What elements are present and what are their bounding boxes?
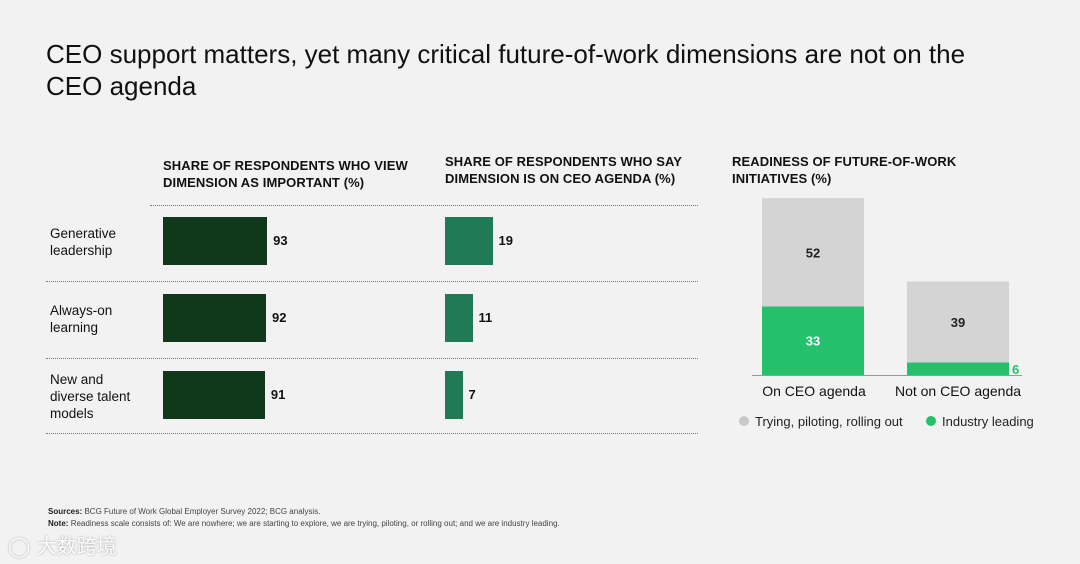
row-label-generative-leadership: Generative leadership — [50, 226, 117, 258]
legend-swatch-trying — [739, 416, 749, 426]
important-value-label: 93 — [273, 233, 288, 248]
industry-leading-value-label: 33 — [806, 334, 820, 349]
important-value-label: 92 — [272, 310, 287, 325]
row-separator — [46, 433, 698, 434]
ceo-agenda-value-label: 19 — [498, 233, 513, 248]
legend-label-trying: Trying, piloting, rolling out — [755, 414, 903, 429]
row-separator — [46, 281, 698, 282]
ceo-agenda-bar — [445, 371, 463, 419]
trying-segment — [907, 281, 1009, 363]
industry-leading-segment — [762, 306, 864, 375]
industry-leading-segment — [907, 362, 1009, 375]
row-separator — [150, 205, 698, 206]
footer-sources: Sources: BCG Future of Work Global Emplo… — [48, 507, 321, 516]
row-label-always-on-learning: Always-on learning — [50, 303, 113, 335]
trying-value-label: 52 — [806, 245, 820, 260]
chart3-title: READINESS OF FUTURE-OF-WORK INITIATIVES … — [732, 154, 957, 186]
important-value-label: 91 — [270, 387, 286, 402]
watermark-logo: ◯ 大数跨境 — [8, 534, 117, 558]
trying-value-label: 39 — [951, 315, 965, 330]
row-separator — [46, 358, 698, 359]
chart1-title: SHARE OF RESPONDENTS WHO VIEW DIMENSION … — [163, 158, 408, 190]
row-label-new-diverse-talent: New and diverse talent models — [50, 372, 131, 421]
category-label-not-on-ceo-agenda: Not on CEO agenda — [894, 383, 1022, 399]
ceo-agenda-value-label: 7 — [468, 387, 476, 402]
page-title: CEO support matters, yet many critical f… — [46, 39, 966, 101]
legend-label-industry-leading: Industry leading — [942, 414, 1034, 429]
category-label-on-ceo-agenda: On CEO agenda — [762, 383, 866, 399]
important-bar — [163, 217, 268, 265]
chart2-title: SHARE OF RESPONDENTS WHO SAY DIMENSION I… — [445, 154, 682, 186]
industry-leading-value-label: 6 — [1012, 362, 1019, 377]
important-bar — [163, 294, 267, 342]
ceo-agenda-bar — [445, 294, 473, 342]
ceo-agenda-value-label: 11 — [478, 310, 493, 325]
ceo-agenda-bar — [445, 217, 493, 265]
important-bar — [163, 371, 265, 419]
footer-note: Note: Readiness scale consists of: We ar… — [48, 519, 560, 528]
trying-segment — [762, 198, 864, 307]
legend-swatch-industry-leading — [926, 416, 936, 426]
